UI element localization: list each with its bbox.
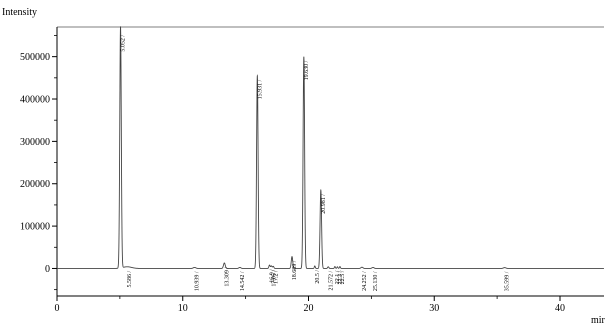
peak-label: 10.939 / [195, 271, 201, 291]
peak-label: 20.981 / [321, 194, 327, 214]
peak-label: 13.309 / [224, 267, 230, 287]
y-tick-label: 100000 [20, 222, 50, 233]
y-tick-label: 400000 [20, 95, 50, 106]
peak-label: 21.572 / [328, 270, 334, 290]
x-tick-label: 20 [303, 303, 313, 314]
x-tick-label: 40 [555, 303, 565, 314]
peak-labels: 5.052 / 5.586 / 10.939 / 13.309 / 14.542 / 15… [121, 35, 511, 292]
peak-label: 16.9 / [270, 269, 276, 283]
y-tick-label: 500000 [20, 52, 50, 63]
y-axis-label: Intensity [2, 7, 37, 18]
peak-label: 19.630 / [304, 60, 310, 80]
x-tick-label: 30 [429, 303, 439, 314]
peak-label: 5.052 / [121, 35, 127, 52]
y-tick-label: 0 [45, 264, 50, 275]
peak-label: 15.931 / [257, 79, 263, 99]
x-tick-label: 10 [178, 303, 188, 314]
peak-label: 18.689 / [292, 260, 298, 280]
peak-label: 22.3 / [337, 270, 343, 284]
y-tick-label: 200000 [20, 179, 50, 190]
peak-label: 35.599 / [505, 271, 511, 291]
peak-label: 25.130 / [373, 271, 379, 291]
chart-axes [56, 26, 604, 297]
peak-label: 17.05 / [271, 270, 277, 287]
axis-ticks: 0 100000 200000 300000 400000 500000 0 10 20 30 40 [20, 35, 565, 314]
chromatogram-trace [57, 26, 604, 269]
x-axis-label: mir [591, 315, 606, 325]
peak-label: 24.252 / [362, 271, 368, 291]
peak-label: 17.2 / [273, 270, 279, 284]
x-tick-label: 0 [55, 303, 60, 314]
peak-label: 14.542 / [240, 271, 246, 291]
peak-label: 22.5 / [340, 270, 346, 284]
y-tick-label: 300000 [20, 137, 50, 148]
peak-label: 20.5 / [315, 270, 321, 284]
peak-label: 22.1 / [335, 270, 341, 284]
peak-label: 5.586 / [127, 270, 133, 287]
